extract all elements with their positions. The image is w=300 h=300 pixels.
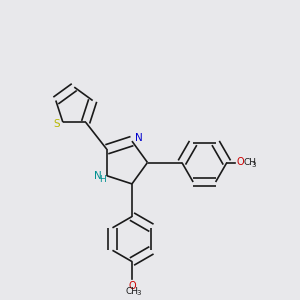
Text: O: O xyxy=(128,280,136,291)
Text: CH: CH xyxy=(244,158,256,167)
Text: N: N xyxy=(94,171,102,181)
Text: S: S xyxy=(53,119,60,129)
Text: N: N xyxy=(135,133,143,143)
Text: 3: 3 xyxy=(136,290,141,296)
Text: CH: CH xyxy=(125,287,139,296)
Text: 3: 3 xyxy=(252,162,256,168)
Text: O: O xyxy=(237,157,244,167)
Text: H: H xyxy=(99,175,106,184)
